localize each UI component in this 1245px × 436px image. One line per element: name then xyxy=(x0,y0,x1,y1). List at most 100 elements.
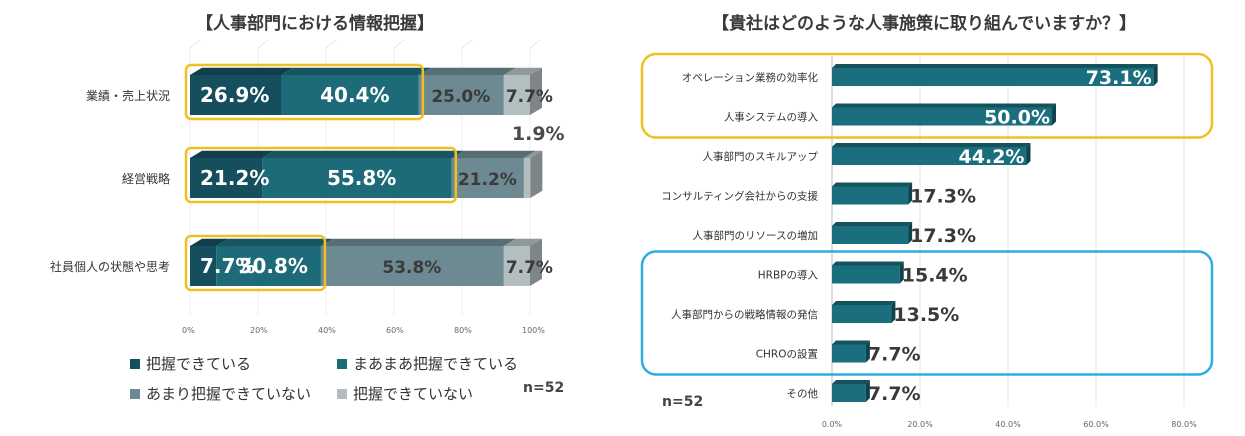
left-stacked-bar-chart: 0% 20% 40% 60% 80% 100% 業績・売上状況 26.9% 40.4% 25.0%… xyxy=(50,40,565,335)
data-label: 13.5% xyxy=(893,304,959,326)
bar-segment-top xyxy=(281,67,431,75)
bar xyxy=(832,107,1052,126)
data-label: 44.2% xyxy=(959,146,1025,168)
legend-label: 把握できている xyxy=(146,355,252,373)
legend-swatch xyxy=(337,388,347,399)
bar-side xyxy=(1153,64,1158,86)
bar-segment xyxy=(451,158,524,198)
gridline-top xyxy=(257,40,269,49)
x-tick-label: 40.0% xyxy=(995,420,1021,429)
panel-divider xyxy=(608,0,609,436)
legend-label: 把握できていない xyxy=(353,385,474,403)
bar-top xyxy=(832,103,1056,108)
bar-segment-top xyxy=(523,150,543,158)
bar-segment xyxy=(523,158,531,198)
bar-segment-top xyxy=(262,150,464,158)
left-chart-title: 【人事部門における情報把握】 xyxy=(196,14,434,34)
bar-side xyxy=(908,222,913,244)
bar-segment-top xyxy=(190,150,275,158)
data-label: 25.0% xyxy=(431,87,490,107)
bar-side xyxy=(891,301,896,323)
data-label: 7.7% xyxy=(868,344,921,366)
bar-segment xyxy=(262,158,452,198)
x-tick-label: 80% xyxy=(454,326,472,335)
bar-top xyxy=(832,340,870,345)
bar-segment xyxy=(281,75,419,115)
bar-segment xyxy=(503,75,530,115)
data-label: 7.7% xyxy=(506,87,553,107)
x-tick-label: 0.0% xyxy=(822,420,843,429)
bar-side xyxy=(908,182,913,205)
legend-item-2: あまり把握できていない xyxy=(130,383,311,404)
highlight-box xyxy=(184,63,425,121)
category-label: 人事部門のリソースの増加 xyxy=(693,229,818,242)
left-sample-size: n=52 xyxy=(523,380,565,396)
bar-segment xyxy=(418,75,504,115)
category-label: HRBPの導入 xyxy=(758,269,819,282)
right-chart-panel: 【貴社はどのような人事施策に取り組んでいますか？】 0.0% 20.0% 40.0%… xyxy=(622,0,1245,436)
bar-side xyxy=(530,238,542,286)
gridline-top xyxy=(461,40,473,49)
bar xyxy=(832,384,866,402)
bar-segment xyxy=(190,75,282,115)
bar-side xyxy=(865,380,870,402)
highlight-box xyxy=(640,250,1214,376)
bar-top xyxy=(832,301,896,305)
bar-segment-top xyxy=(503,67,542,75)
legend-swatch xyxy=(130,358,140,369)
bar-side xyxy=(899,261,904,284)
bar xyxy=(832,305,892,323)
bar-segment-top xyxy=(451,150,536,158)
bar-top xyxy=(832,143,1031,147)
bar-segment xyxy=(190,246,217,286)
category-label: 人事部門のスキルアップ xyxy=(703,150,819,163)
x-tick-label: 60% xyxy=(386,326,404,335)
right-sample-size: n=52 xyxy=(662,394,704,410)
legend-label: あまり把握できていない xyxy=(146,385,312,403)
data-label: 15.4% xyxy=(902,265,968,287)
bar-side xyxy=(1026,143,1031,165)
data-label: 21.2% xyxy=(200,166,269,190)
category-label: 社員個人の状態や思考 xyxy=(50,259,170,274)
data-label: 1.9% xyxy=(512,123,565,145)
left-chart-panel: 【人事部門における情報把握】 0% 20% 40% 60% 80% 100% 業績・売上状況… xyxy=(0,0,600,436)
data-label: 55.8% xyxy=(327,166,396,190)
x-tick-label: 0% xyxy=(182,326,195,335)
bar-top xyxy=(832,182,913,187)
bar-segment-top xyxy=(320,238,516,246)
legend-swatch xyxy=(337,358,347,369)
bar-segment-top xyxy=(503,238,542,246)
bar xyxy=(832,265,900,284)
category-label: 人事部門からの戦略情報の発信 xyxy=(671,308,818,321)
bar-top xyxy=(832,380,870,384)
data-label: 73.1% xyxy=(1086,67,1152,89)
highlight-box xyxy=(640,52,1214,139)
bar-segment xyxy=(320,246,504,286)
category-label: その他 xyxy=(787,387,819,400)
gridline-top xyxy=(529,40,541,49)
data-label: 53.8% xyxy=(382,258,441,278)
x-tick-label: 20% xyxy=(250,326,268,335)
data-label: 21.2% xyxy=(458,170,517,190)
gridline-top xyxy=(393,40,405,49)
bar-segment-top xyxy=(216,238,333,246)
bar-top xyxy=(832,222,913,226)
legend-swatch xyxy=(130,388,140,399)
legend-item-3: 把握できていない xyxy=(337,383,473,404)
bar-segment-top xyxy=(190,238,229,246)
category-label: オペレーション業務の効率化 xyxy=(682,71,819,84)
data-label: 7.7% xyxy=(506,258,553,278)
data-label: 30.8% xyxy=(239,254,308,278)
bar-segment-top xyxy=(190,67,294,75)
category-label: 人事システムの導入 xyxy=(724,111,819,124)
gridline-top xyxy=(325,40,337,49)
bar-side xyxy=(1052,103,1056,126)
data-label: 50.0% xyxy=(984,107,1050,129)
data-label: 7.7% xyxy=(868,383,921,405)
bar xyxy=(832,186,909,205)
bar-segment xyxy=(190,158,263,198)
bar-segment xyxy=(503,246,530,286)
legend-label: まあまあ把握できている xyxy=(353,355,519,373)
bar xyxy=(832,344,866,363)
right-chart-title: 【貴社はどのような人事施策に取り組んでいますか？】 xyxy=(712,14,1137,34)
